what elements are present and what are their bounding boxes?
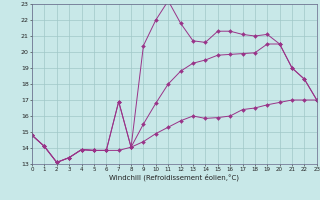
- X-axis label: Windchill (Refroidissement éolien,°C): Windchill (Refroidissement éolien,°C): [109, 174, 239, 181]
